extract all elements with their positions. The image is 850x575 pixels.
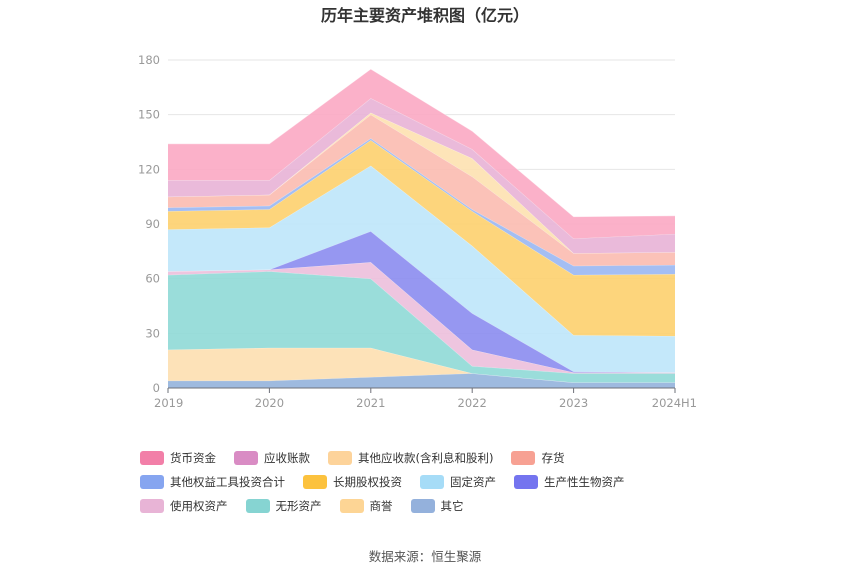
legend-swatch bbox=[303, 474, 327, 489]
legend-label: 无形资产 bbox=[275, 498, 322, 513]
area-series-edge-9 bbox=[167, 112, 676, 254]
legend-label: 应收账款 bbox=[264, 450, 310, 465]
x-tick-label: 2021 bbox=[356, 396, 385, 410]
area-series-4 bbox=[168, 231, 675, 373]
x-tick-label: 2022 bbox=[458, 396, 487, 410]
legend-swatch bbox=[420, 474, 444, 489]
area-series-0 bbox=[168, 373, 675, 388]
legend-swatch bbox=[511, 450, 536, 465]
legend-item[interactable]: 其他应收款(含利息和股利) bbox=[328, 449, 493, 466]
source-note: 数据来源：恒生聚源 bbox=[368, 549, 482, 564]
x-tick-label: 2024H1 bbox=[652, 396, 697, 410]
legend-item[interactable]: 其他权益工具投资合计 bbox=[140, 473, 285, 490]
legend-item[interactable]: 存货 bbox=[511, 449, 564, 466]
area-series-11 bbox=[168, 69, 675, 239]
legend-swatch bbox=[245, 498, 270, 513]
legend-label: 存货 bbox=[541, 450, 565, 465]
legend-item[interactable]: 长期股权投资 bbox=[303, 473, 402, 490]
legend-swatch bbox=[234, 450, 258, 465]
legend-item[interactable]: 使用权资产 bbox=[140, 497, 228, 514]
legend-item[interactable]: 应收账款 bbox=[234, 449, 310, 466]
y-tick-label: 30 bbox=[145, 326, 160, 340]
legend-item[interactable]: 生产性生物资产 bbox=[514, 473, 625, 490]
legend-label: 其他应收款(含利息和股利) bbox=[358, 450, 494, 465]
x-tick-label: 2023 bbox=[559, 396, 588, 410]
area-series-2 bbox=[168, 271, 675, 383]
legend-item[interactable]: 商誉 bbox=[339, 497, 393, 514]
y-tick-label: 90 bbox=[145, 217, 160, 231]
legend-label: 长期股权投资 bbox=[333, 474, 402, 489]
legend-swatch bbox=[140, 498, 164, 513]
legend-item[interactable]: 货币资金 bbox=[140, 449, 216, 466]
legend-swatch bbox=[140, 450, 164, 465]
legend-label: 商誉 bbox=[369, 498, 393, 513]
x-tick-label: 2020 bbox=[255, 396, 284, 410]
area-series-10 bbox=[168, 98, 675, 254]
y-tick-label: 150 bbox=[138, 108, 160, 122]
legend-item[interactable]: 固定资产 bbox=[420, 473, 496, 490]
area-series-5 bbox=[168, 165, 675, 373]
y-tick-label: 180 bbox=[138, 53, 160, 67]
y-tick-label: 60 bbox=[145, 272, 160, 286]
stacked-area-chart: 0 30 60 90 120 150 180 2019 2020 2021 2022 2023 2024… bbox=[138, 53, 697, 410]
area-series-edge-11 bbox=[168, 68, 676, 218]
area-series-3 bbox=[168, 262, 675, 374]
legend-swatch bbox=[514, 474, 538, 489]
area-series-1 bbox=[168, 347, 675, 383]
area-series-9 bbox=[168, 112, 675, 254]
legend-label: 货币资金 bbox=[170, 450, 216, 465]
area-series-7 bbox=[168, 138, 675, 275]
legend-swatch bbox=[410, 498, 435, 513]
legend-label: 固定资产 bbox=[450, 474, 496, 489]
y-tick-label: 120 bbox=[138, 162, 160, 176]
legend-label: 生产性生物资产 bbox=[544, 474, 625, 489]
legend-label: 其他权益工具投资合计 bbox=[170, 474, 285, 489]
chart-title: 历年主要资产堆积图（亿元） bbox=[320, 6, 529, 25]
legend-label: 使用权资产 bbox=[170, 498, 228, 513]
legend-swatch bbox=[140, 474, 164, 489]
x-tick-label: 2019 bbox=[154, 396, 183, 410]
legend-swatch bbox=[339, 498, 364, 513]
legend-item[interactable]: 无形资产 bbox=[245, 497, 322, 514]
legend-swatch bbox=[328, 450, 352, 465]
area-series-6 bbox=[168, 140, 675, 337]
legend-item[interactable]: 其它 bbox=[410, 497, 464, 514]
legend-label: 其它 bbox=[440, 498, 464, 513]
y-tick-label: 0 bbox=[153, 381, 160, 395]
legend: 货币资金 应收账款 其他应收款(含利息和股利) 存货其他权益工具投资合计 长期股权投资 固… bbox=[140, 449, 740, 514]
